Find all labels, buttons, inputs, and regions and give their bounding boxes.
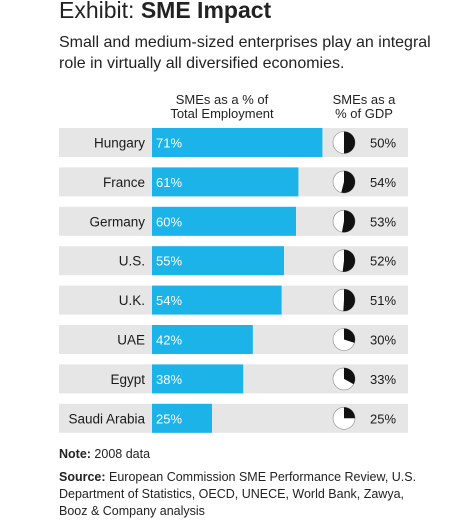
employment-bar-label: 61% (156, 175, 182, 190)
gdp-value-label: 30% (370, 333, 396, 348)
employment-bar (152, 128, 323, 157)
category-label: Germany (89, 214, 145, 229)
note: Note: 2008 data (59, 447, 150, 461)
source-text: European Commission SME Performance Revi… (59, 470, 417, 518)
employment-bar-label: 71% (156, 136, 182, 151)
employment-bar (152, 325, 253, 354)
gdp-value-label: 54% (370, 175, 396, 190)
subtitle: Small and medium-sized enterprises play … (59, 34, 431, 72)
gdp-value-label: 50% (370, 136, 396, 151)
employment-bar-label: 55% (156, 254, 182, 269)
employment-header-line1: SMEs as a % of (175, 92, 269, 107)
employment-bar (152, 167, 299, 197)
gdp-value-label: 33% (370, 372, 396, 387)
category-label: U.K. (119, 293, 145, 308)
gdp-value-label: 25% (370, 411, 396, 426)
gdp-value-label: 51% (370, 293, 396, 308)
employment-bar (152, 285, 282, 315)
source: Source: European Commission SME Performa… (59, 469, 419, 520)
employment-bar-label: 60% (156, 214, 182, 229)
employment-bar-label: 42% (156, 333, 182, 348)
category-label: France (103, 175, 145, 190)
gdp-pie-slice (344, 367, 356, 385)
gdp-value-label: 52% (370, 254, 396, 269)
employment-header-line2: Total Employment (170, 106, 274, 121)
gdp-pie-slice (341, 210, 355, 233)
gdp-pie-slice (344, 328, 355, 343)
gdp-column-header: SMEs as a % of GDP (326, 93, 402, 121)
note-label: Note: (59, 447, 91, 461)
gdp-pie-slice (344, 131, 355, 154)
gdp-pie-slice (343, 289, 355, 312)
category-label: Egypt (110, 372, 145, 387)
note-text: 2008 data (90, 447, 151, 461)
employment-bar (152, 206, 296, 236)
gdp-header-line2: % of GDP (335, 106, 393, 121)
employment-column-header: SMEs as a % of Total Employment (152, 93, 292, 121)
employment-bar (152, 246, 284, 276)
title-text: SME Impact (140, 0, 272, 23)
gdp-pie-slice (342, 249, 356, 272)
gdp-header-line1: SMEs as a (332, 92, 396, 107)
employment-bar-label: 54% (156, 293, 182, 308)
employment-bar-label: 25% (156, 411, 182, 426)
category-label: U.S. (119, 254, 145, 269)
employment-bar (152, 403, 212, 433)
gdp-pie-slice (344, 407, 355, 419)
exhibit-title: Exhibit: SME Impact (59, 0, 271, 24)
category-label: Saudi Arabia (68, 411, 145, 426)
category-label: Hungary (94, 136, 145, 151)
title-prefix: Exhibit: (59, 0, 141, 23)
gdp-value-label: 53% (370, 214, 396, 229)
source-label: Source: (59, 470, 106, 484)
employment-bar (152, 364, 244, 394)
gdp-pie-slice (341, 170, 356, 193)
employment-bar-label: 38% (156, 372, 182, 387)
category-label: UAE (117, 333, 145, 348)
